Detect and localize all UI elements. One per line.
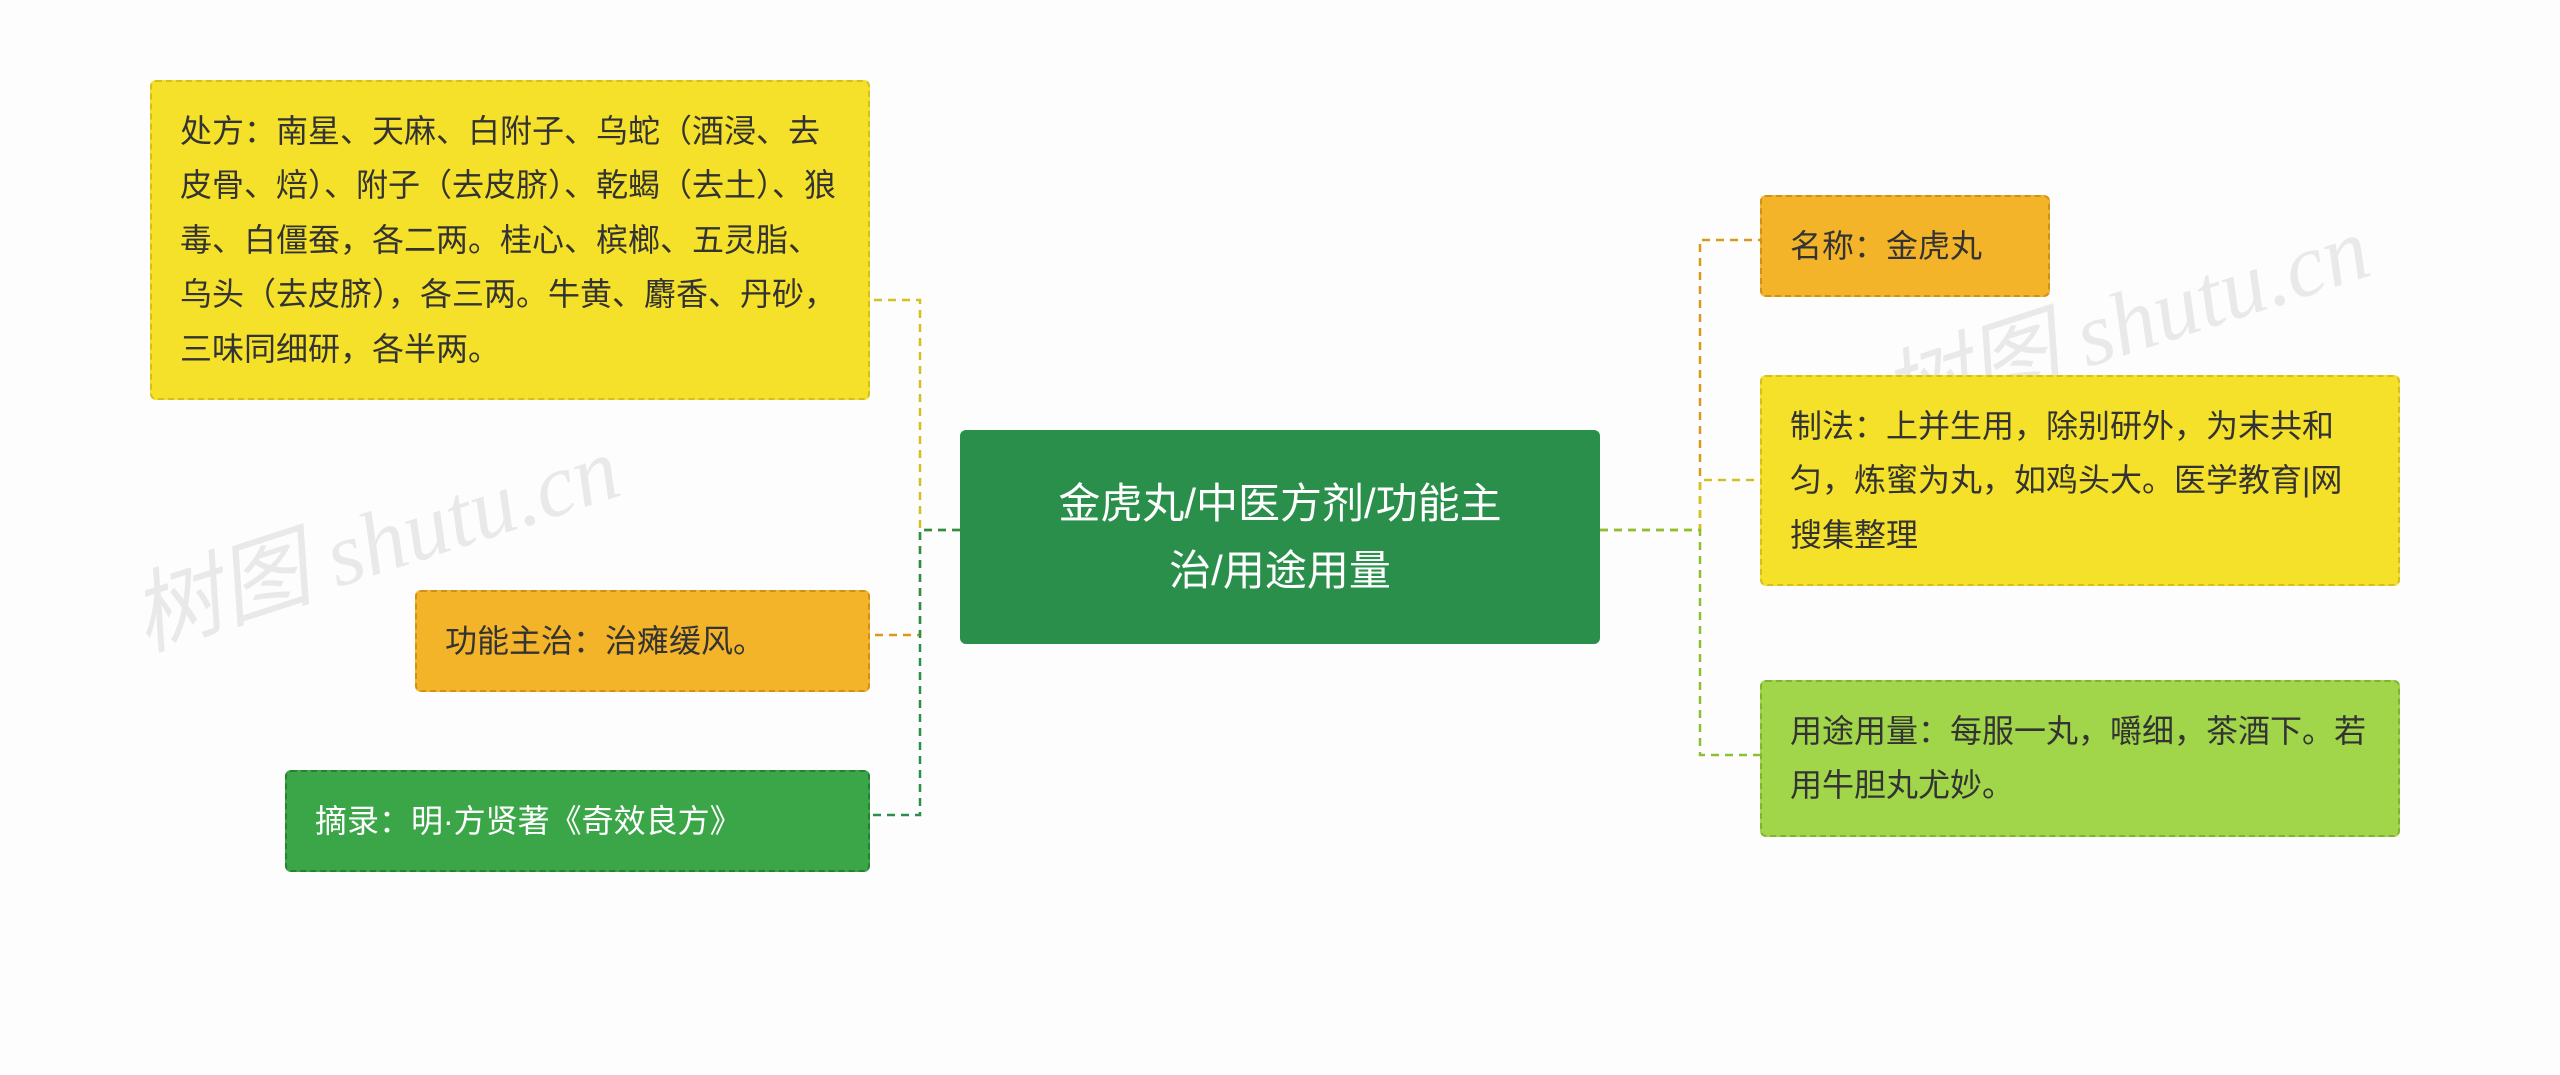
node-method: 制法：上并生用，除别研外，为末共和匀，炼蜜为丸，如鸡头大。医学教育|网搜集整理 [1760,375,2400,586]
node-name: 名称：金虎丸 [1760,195,2050,297]
method-text: 制法：上并生用，除别研外，为末共和匀，炼蜜为丸，如鸡头大。医学教育|网搜集整理 [1790,408,2342,553]
node-prescription: 处方：南星、天麻、白附子、乌蛇（酒浸、去皮骨、焙）、附子（去皮脐）、乾蝎（去土）… [150,80,870,400]
center-title-line2: 治/用途用量 [1000,537,1560,604]
usage-text: 用途用量：每服一丸，嚼细，茶酒下。若用牛胆丸尤妙。 [1790,713,2366,803]
node-function: 功能主治：治瘫缓风。 [415,590,870,692]
excerpt-text: 摘录：明·方贤著《奇效良方》 [315,803,742,839]
prescription-text: 处方：南星、天麻、白附子、乌蛇（酒浸、去皮骨、焙）、附子（去皮脐）、乾蝎（去土）… [180,113,836,367]
name-text: 名称：金虎丸 [1790,228,1982,264]
center-title-line1: 金虎丸/中医方剂/功能主 [1000,470,1560,537]
function-text: 功能主治：治瘫缓风。 [445,623,765,659]
node-usage: 用途用量：每服一丸，嚼细，茶酒下。若用牛胆丸尤妙。 [1760,680,2400,837]
center-node: 金虎丸/中医方剂/功能主 治/用途用量 [960,430,1600,644]
node-excerpt: 摘录：明·方贤著《奇效良方》 [285,770,870,872]
